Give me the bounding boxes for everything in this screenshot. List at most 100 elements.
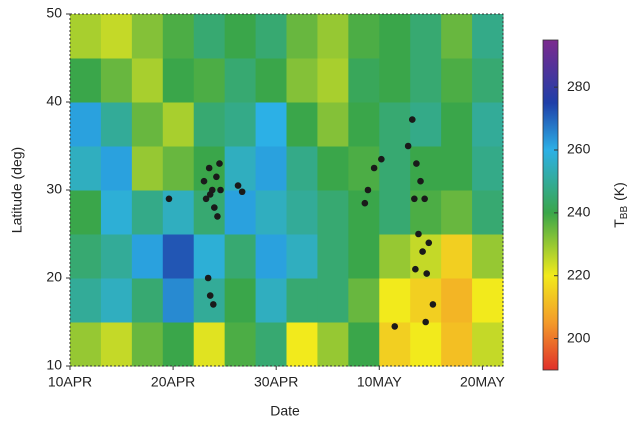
convection-point <box>419 248 426 255</box>
heatmap-cell <box>70 58 102 103</box>
heatmap-cell <box>193 322 226 367</box>
heatmap-cell <box>410 58 442 103</box>
heatmap-cell <box>100 146 133 191</box>
convection-point <box>206 292 214 299</box>
heatmap-cell <box>255 278 287 323</box>
heatmap-cell <box>286 234 318 279</box>
heatmap-cell <box>472 234 504 279</box>
heatmap-cell <box>317 102 349 147</box>
convection-point <box>411 195 418 203</box>
heatmap-cell <box>255 234 287 279</box>
heatmap-cell <box>379 190 411 235</box>
heatmap-cell <box>162 14 195 59</box>
heatmap-cell <box>255 146 287 191</box>
heatmap-cell <box>193 14 226 59</box>
heatmap-cell <box>348 278 380 323</box>
x-tick-label: 20APR <box>151 374 195 390</box>
heatmap-cell <box>379 234 411 279</box>
heatmap-cell <box>379 146 411 191</box>
heatmap-cell <box>131 146 164 191</box>
heatmap-cell <box>286 278 318 323</box>
heatmap-cell <box>224 278 257 323</box>
heatmap-cell <box>100 278 133 323</box>
y-tick-label: 50 <box>46 5 62 21</box>
convection-point <box>422 318 429 326</box>
heatmap-cell <box>286 322 318 367</box>
heatmap-cell <box>348 14 380 59</box>
convection-point <box>205 164 213 172</box>
heatmap-cell <box>131 102 164 147</box>
convection-point <box>408 116 416 123</box>
convection-point <box>204 274 212 282</box>
heatmap-cell <box>162 278 195 323</box>
heatmap-cell <box>317 322 349 367</box>
heatmap-cell <box>348 102 380 147</box>
convection-point <box>217 186 224 194</box>
convection-point <box>417 177 424 185</box>
x-tick-label: 10MAY <box>357 374 403 390</box>
colorbar-tick-label: 260 <box>567 141 591 157</box>
convection-point <box>425 239 433 247</box>
x-tick-label: 10APR <box>48 374 92 390</box>
convection-point <box>413 160 420 167</box>
colorbar-label-main: T <box>611 219 627 228</box>
heatmap-cell <box>131 278 164 323</box>
heatmap-cell <box>131 322 164 367</box>
heatmap-cell <box>348 234 380 279</box>
heatmap-cell <box>224 234 257 279</box>
heatmap-cell <box>70 14 102 59</box>
heatmap-cell <box>255 14 287 59</box>
heatmap-cell <box>162 234 195 279</box>
heatmap-cell <box>348 190 380 235</box>
y-tick-label: 20 <box>46 269 62 285</box>
heatmap-cell <box>224 14 257 59</box>
heatmap-cell <box>70 146 102 191</box>
heatmap-cell <box>70 322 102 367</box>
heatmap-cell <box>162 102 195 147</box>
heatmap-cell <box>100 234 133 279</box>
y-axis-label: Latitude (deg) <box>9 147 25 233</box>
convection-point <box>423 270 431 277</box>
convection-point <box>216 160 223 167</box>
heatmap-cell <box>193 58 226 103</box>
heatmap-cell <box>224 58 257 103</box>
heatmap-cell <box>100 14 133 59</box>
y-tick-label: 40 <box>46 93 62 109</box>
convection-point <box>421 195 428 203</box>
convection-point <box>412 265 419 273</box>
heatmap-cell <box>317 278 349 323</box>
heatmap-cell <box>348 322 380 367</box>
heatmap-cell <box>131 58 164 103</box>
heatmap-cell <box>286 58 318 103</box>
heatmap-cell <box>441 102 473 147</box>
heatmap-cell <box>162 58 195 103</box>
heatmap-cell <box>379 278 411 323</box>
convection-point <box>378 155 385 163</box>
heatmap-cell <box>286 14 318 59</box>
heatmap-cell <box>100 190 133 235</box>
convection-point <box>200 177 208 185</box>
heatmap-cell <box>224 190 257 235</box>
heatmap-cell <box>441 14 473 59</box>
heatmap-cell <box>472 322 504 367</box>
x-tick-label: 20MAY <box>460 374 506 390</box>
heatmap-cell <box>100 322 133 367</box>
heatmap-cell <box>317 190 349 235</box>
heatmap-cell <box>472 58 504 103</box>
colorbar-label-sub: BB <box>619 206 630 220</box>
convection-point <box>165 195 173 203</box>
heatmap-cell <box>193 278 226 323</box>
convection-point <box>210 301 217 308</box>
heatmap-cell <box>379 14 411 59</box>
heatmap-cell <box>472 278 504 323</box>
colorbar-tick-label: 280 <box>567 78 591 94</box>
heatmap-cell <box>410 102 442 147</box>
heatmap-cell <box>70 190 102 235</box>
convection-point <box>211 204 218 211</box>
convection-point <box>364 186 372 194</box>
heatmap-cell <box>255 190 287 235</box>
heatmap-cell <box>317 14 349 59</box>
convection-point <box>213 173 220 181</box>
